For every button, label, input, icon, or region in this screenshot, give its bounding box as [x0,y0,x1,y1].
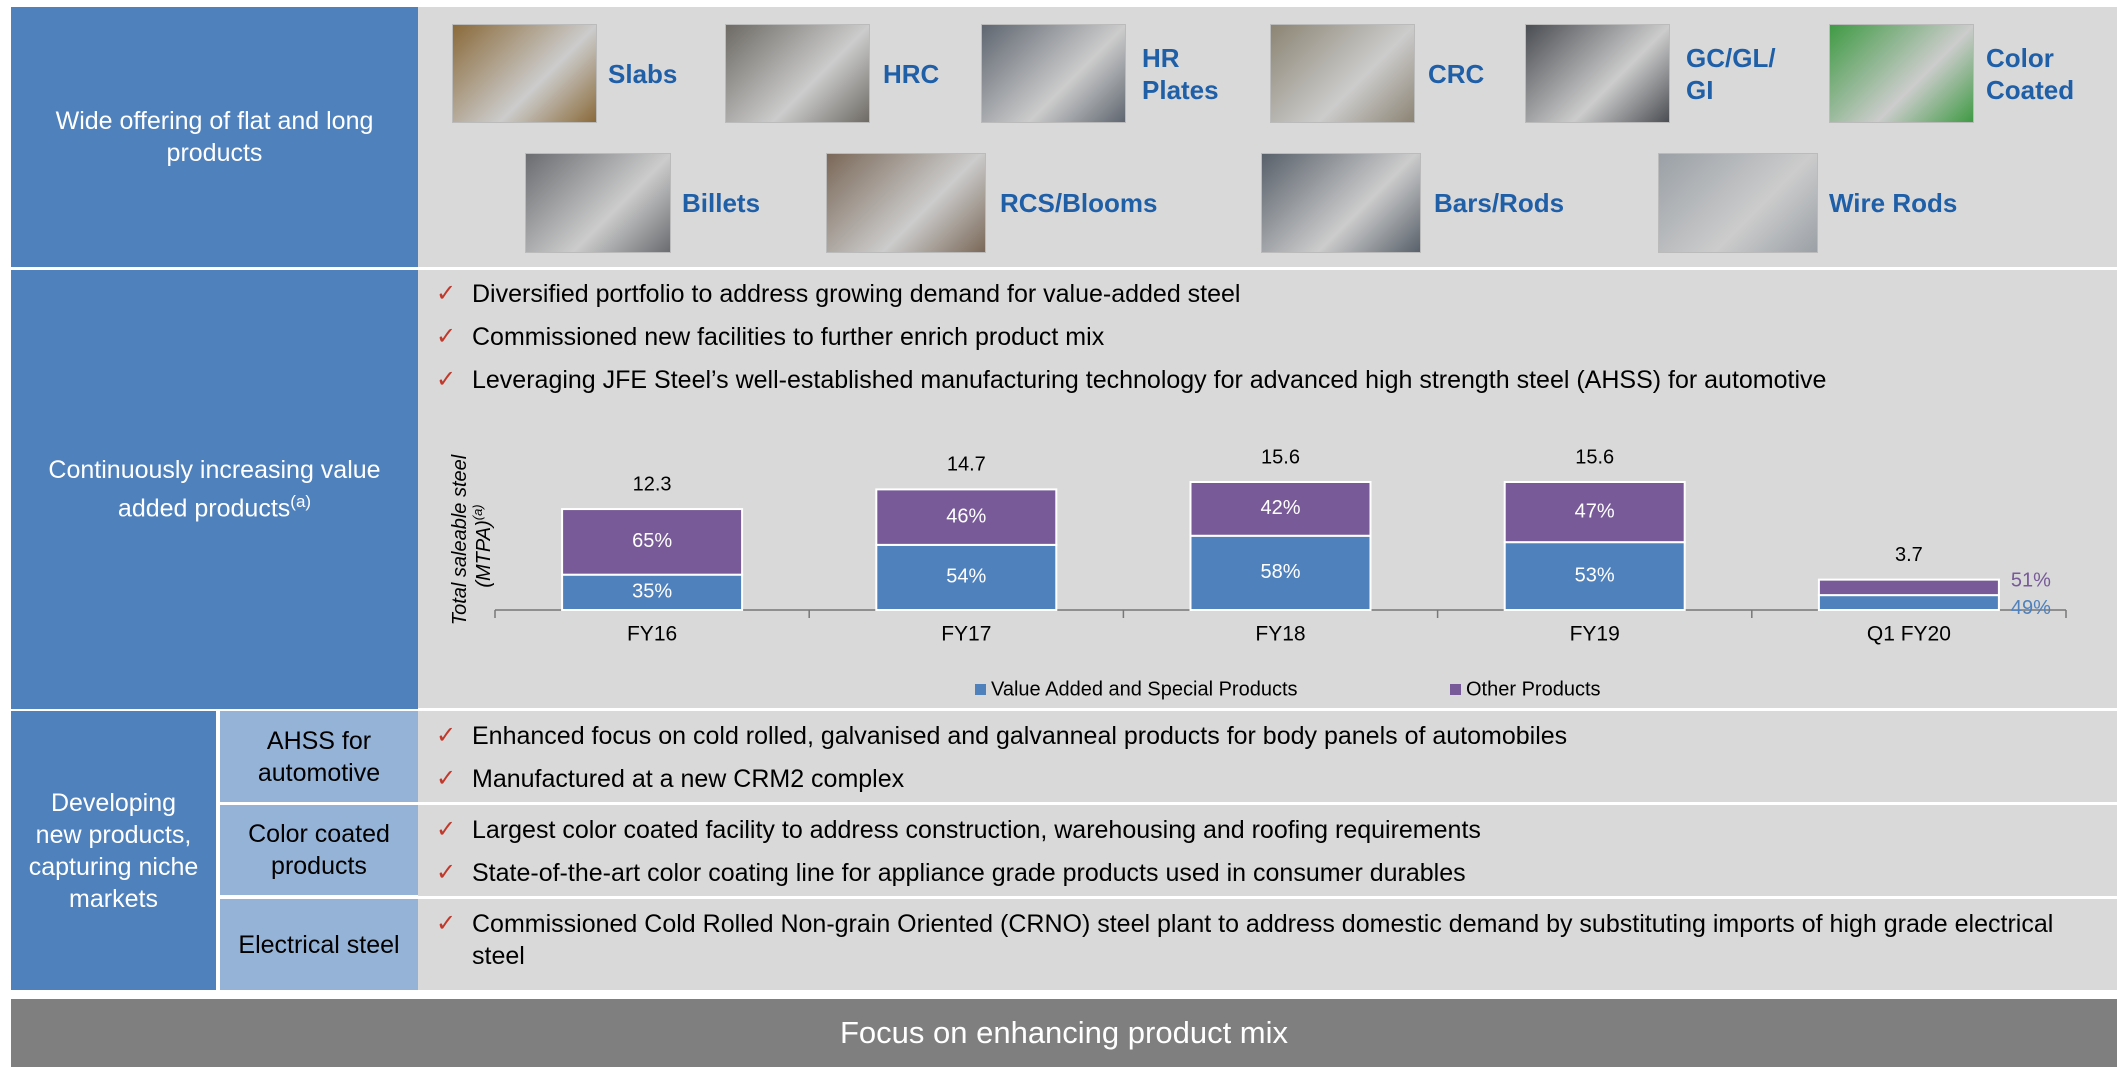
product-image [1525,24,1670,123]
product-label-line: Wire Rods [1829,188,1958,218]
product-label: Color Coated [1986,24,2074,123]
product-image [452,24,597,123]
bullet: Diversified portfolio to address growing… [436,278,2096,310]
group-label: AHSS for automotive [220,711,418,802]
product-label: HR Plates [1142,24,1219,123]
product-label: Billets [682,153,760,253]
product-image [525,153,671,253]
product-label-line: HR [1142,42,1180,73]
product-label: HRC [883,24,939,123]
product-label-line: Coated [1986,74,2075,105]
separator [418,708,2117,711]
product-image [1658,153,1818,253]
group-label: Electrical steel [220,899,418,990]
product-label-line: Slabs [608,58,678,89]
product-label-line: CRC [1428,58,1485,89]
group-label-text: Electrical steel [238,930,400,959]
product-label: Bars/Rods [1434,153,1564,253]
label-text: Continuously increasing value added prod… [48,456,381,523]
product-image [981,24,1126,123]
product-image [826,153,986,253]
product-label-line: Bars/Rods [1434,188,1565,218]
separator [220,802,2117,805]
footer-text: Focus on enhancing product mix [839,1015,1289,1050]
product-label-line: Color [1986,42,2054,73]
product-label-line: RCS/Blooms [1000,188,1158,218]
product-label: CRC [1428,24,1484,123]
group-label: Color coated products [220,805,418,895]
product-label-line: Billets [682,188,761,218]
group-label-text: AHSS for automotive [257,726,381,787]
product-label-line: HRC [883,58,940,89]
footer: Focus on enhancing product mix [11,999,2117,1067]
bullet: Commissioned Cold Rolled Non-grain Orien… [436,908,2056,972]
bullet: State-of-the-art color coating line for … [436,857,2056,889]
separator [418,267,2117,270]
footnote-marker: (a) [290,492,312,512]
product-label: RCS/Blooms [1000,153,1157,253]
bullet: Commissioned new facilities to further e… [436,321,2096,353]
row-label: Developing new products, capturing niche… [11,711,216,990]
product-label-line: Plates [1142,74,1219,105]
group-label-text: Color coated products [248,820,390,880]
bullet: Manufactured at a new CRM2 complex [436,763,2056,795]
row-label: Continuously increasing value added prod… [11,270,418,709]
bullet: Largest color coated facility to address… [436,814,2056,846]
product-label-line: GI [1686,74,1714,105]
row-label-text: Continuously increasing value added prod… [25,454,404,524]
product-image [1270,24,1415,123]
product-image [1261,153,1421,253]
product-image [1829,24,1974,123]
product-label: Wire Rods [1829,153,1957,253]
separator [220,896,2117,899]
row-label-text: Wide offering of flat and long products [55,107,374,167]
bullet: Leveraging JFE Steel’s well-established … [436,364,2096,396]
product-label: Slabs [608,24,677,123]
row-label: Wide offering of flat and long products [11,7,418,267]
bullet: Enhanced focus on cold rolled, galvanise… [436,720,2056,752]
product-label-line: GC/GL/ [1686,42,1776,73]
product-image [725,24,870,123]
row-label-text: Developing new products, capturing niche… [28,788,199,913]
product-label: GC/GL/GI [1686,24,1776,123]
